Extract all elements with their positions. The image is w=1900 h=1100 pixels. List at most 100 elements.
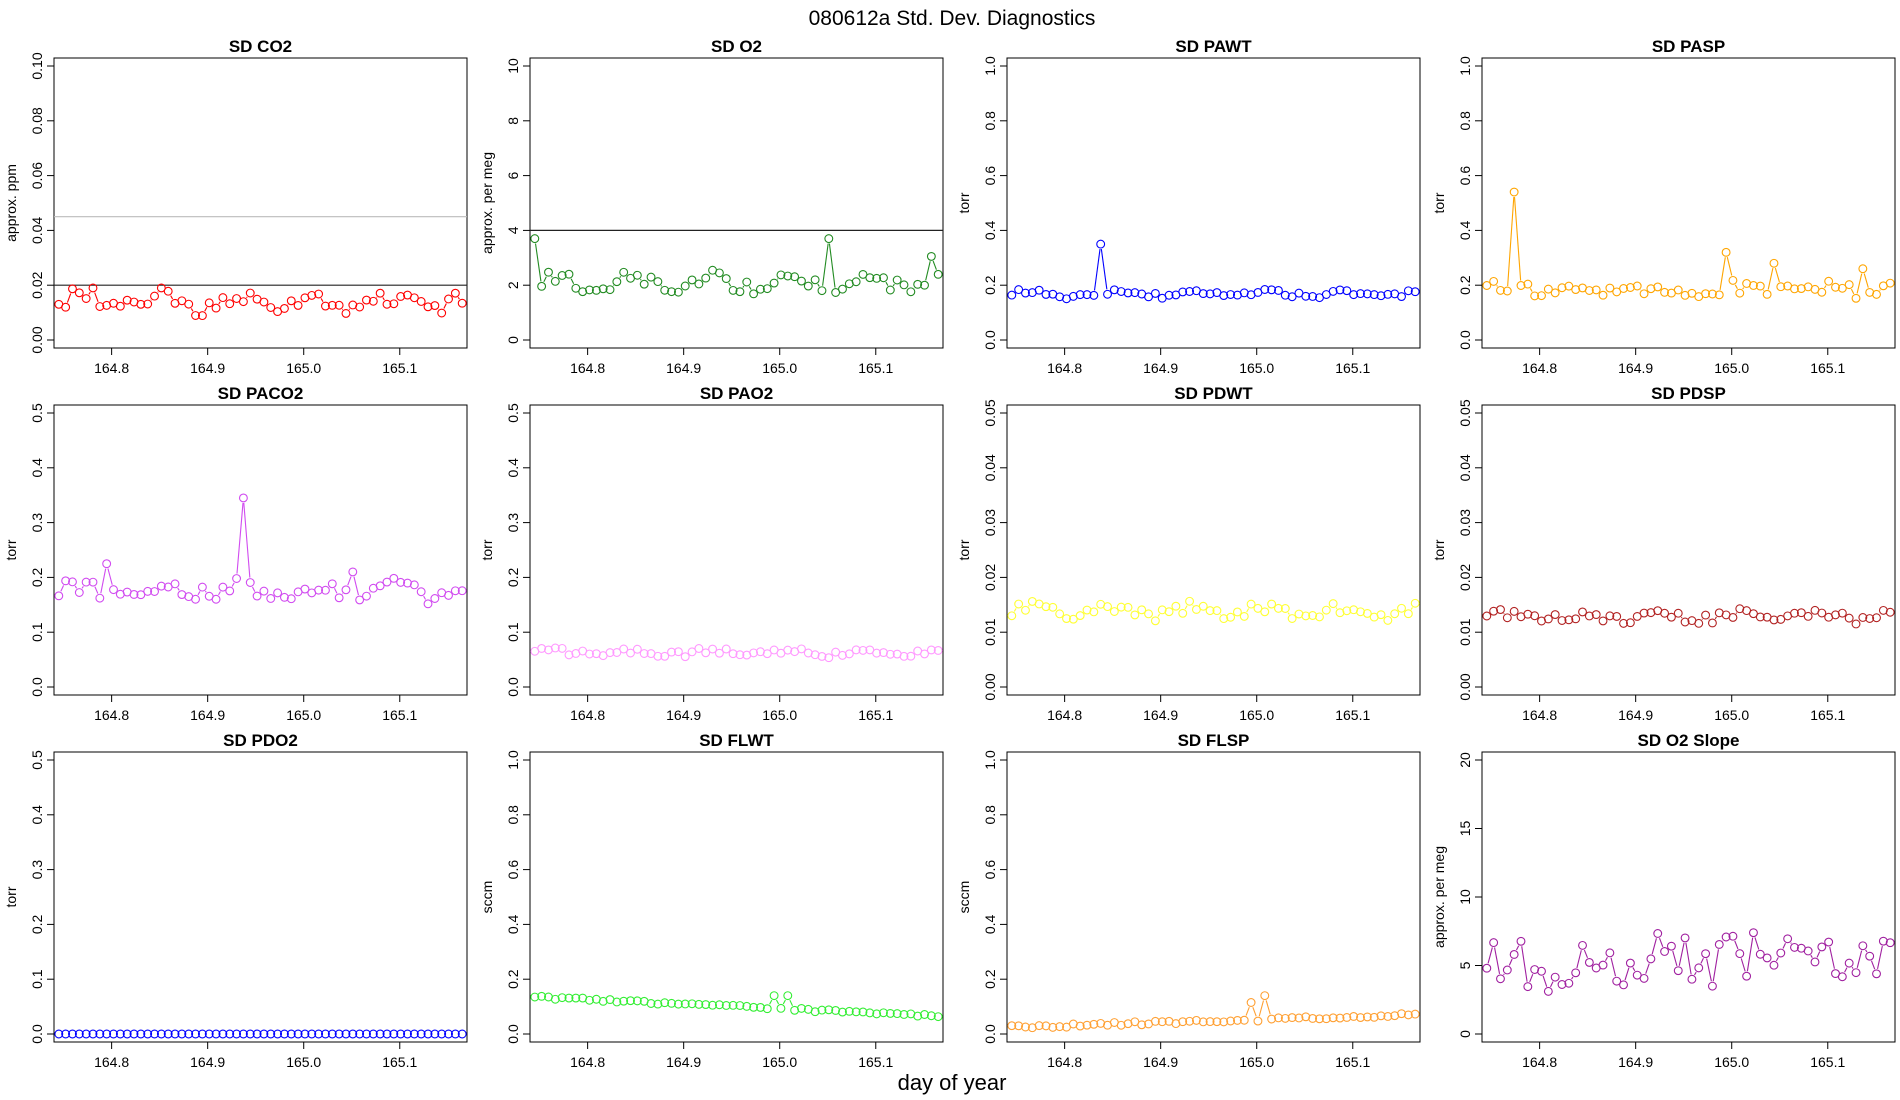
y-tick-label: 0.0 (982, 1024, 998, 1044)
data-point (286, 594, 296, 604)
data-point (1776, 282, 1786, 292)
x-tick-label: 165.0 (1239, 360, 1274, 376)
data-point (211, 303, 221, 313)
data-point (1844, 613, 1854, 623)
data-point (1865, 951, 1875, 961)
data-point (314, 585, 324, 595)
y-tick-label: 0.2 (29, 567, 45, 587)
data-point (143, 299, 153, 309)
data-point (1728, 931, 1738, 941)
data-point (769, 278, 779, 288)
data-point (1041, 289, 1051, 299)
data-point (1362, 289, 1372, 299)
x-tick-label: 164.9 (1143, 707, 1178, 723)
data-point (197, 1029, 207, 1039)
data-point (1082, 290, 1092, 300)
data-point (1308, 611, 1318, 620)
data-point (1356, 1013, 1365, 1023)
data-point (1212, 606, 1222, 616)
data-point (824, 1005, 834, 1015)
data-point (530, 234, 540, 244)
series-segment (333, 588, 338, 594)
series-segment (817, 283, 820, 287)
data-point (578, 287, 588, 297)
series-segment (1700, 957, 1704, 964)
data-point (327, 579, 337, 589)
data-point (68, 577, 77, 587)
data-point (1803, 946, 1813, 956)
series-segment (1740, 958, 1746, 972)
data-point (1619, 618, 1628, 628)
y-tick-label: 1.0 (1457, 56, 1473, 76)
data-point (714, 268, 724, 278)
data-point (564, 993, 574, 1003)
x-tick-label: 164.9 (666, 360, 701, 376)
data-point (721, 644, 731, 654)
series-segment (1494, 947, 1501, 974)
data-point (225, 586, 235, 596)
data-point (1123, 1019, 1133, 1029)
series-segment (231, 582, 235, 587)
series-segment (892, 283, 895, 287)
data-point (156, 1029, 166, 1039)
data-point (375, 1029, 385, 1039)
data-point (1239, 1015, 1249, 1025)
data-point (735, 650, 745, 660)
data-point (673, 287, 683, 297)
series-segment (1246, 608, 1250, 613)
data-point (1584, 286, 1594, 295)
series-segment (1734, 940, 1739, 950)
data-point (1014, 1021, 1024, 1031)
data-point (1034, 1021, 1044, 1031)
data-point (1157, 605, 1167, 615)
y-axis-label: torr (1431, 539, 1447, 560)
data-point (1612, 611, 1622, 621)
data-point (362, 591, 371, 601)
data-point (1280, 290, 1290, 300)
y-tick-label: 0.04 (982, 454, 998, 481)
data-point (708, 1000, 718, 1010)
data-point (1403, 286, 1413, 296)
data-point (735, 287, 745, 297)
series-segment (1583, 949, 1589, 958)
y-tick-label: 0.04 (29, 217, 45, 244)
data-point (457, 586, 467, 596)
data-point (755, 284, 765, 294)
y-tick-label: 0.5 (29, 403, 45, 423)
series-segment (1632, 967, 1636, 972)
data-point (1557, 980, 1567, 989)
data-point (1523, 982, 1533, 992)
data-point (321, 301, 330, 311)
data-point (307, 290, 317, 300)
data-point (1403, 609, 1413, 619)
data-point (170, 1029, 180, 1039)
series-segment (1810, 954, 1813, 958)
data-point (1205, 289, 1215, 299)
data-point (122, 1029, 132, 1039)
data-point (1294, 1013, 1304, 1023)
panel-6: SD PAO2 torr 0.0 0.1 0.2 0.3 0.4 0.5 164.8 164.9 1… (479, 384, 944, 723)
data-point (1701, 610, 1711, 620)
data-point (755, 647, 765, 657)
data-point (1824, 276, 1834, 286)
x-tick-label: 164.8 (94, 360, 129, 376)
x-tick-label: 165.0 (1714, 707, 1749, 723)
data-point (694, 644, 704, 653)
data-point (1666, 941, 1676, 951)
series-segment (1816, 951, 1821, 958)
data-point (1376, 1011, 1386, 1021)
data-point (1315, 612, 1324, 622)
data-point (1755, 612, 1765, 622)
data-point (1103, 289, 1112, 299)
plot-frame (1481, 404, 1896, 696)
data-point (1376, 291, 1386, 301)
data-point (1410, 598, 1420, 608)
data-point (266, 303, 276, 312)
y-axis-label: torr (956, 192, 972, 213)
data-point (1482, 963, 1492, 973)
data-point (218, 293, 228, 303)
x-tick-label: 165.1 (382, 707, 417, 723)
data-point (1605, 948, 1615, 958)
data-point (564, 269, 574, 279)
panel-3: SD PAWT torr 0.0 0.2 0.4 0.6 0.8 1.0 164.8 164.9 1… (956, 37, 1421, 376)
